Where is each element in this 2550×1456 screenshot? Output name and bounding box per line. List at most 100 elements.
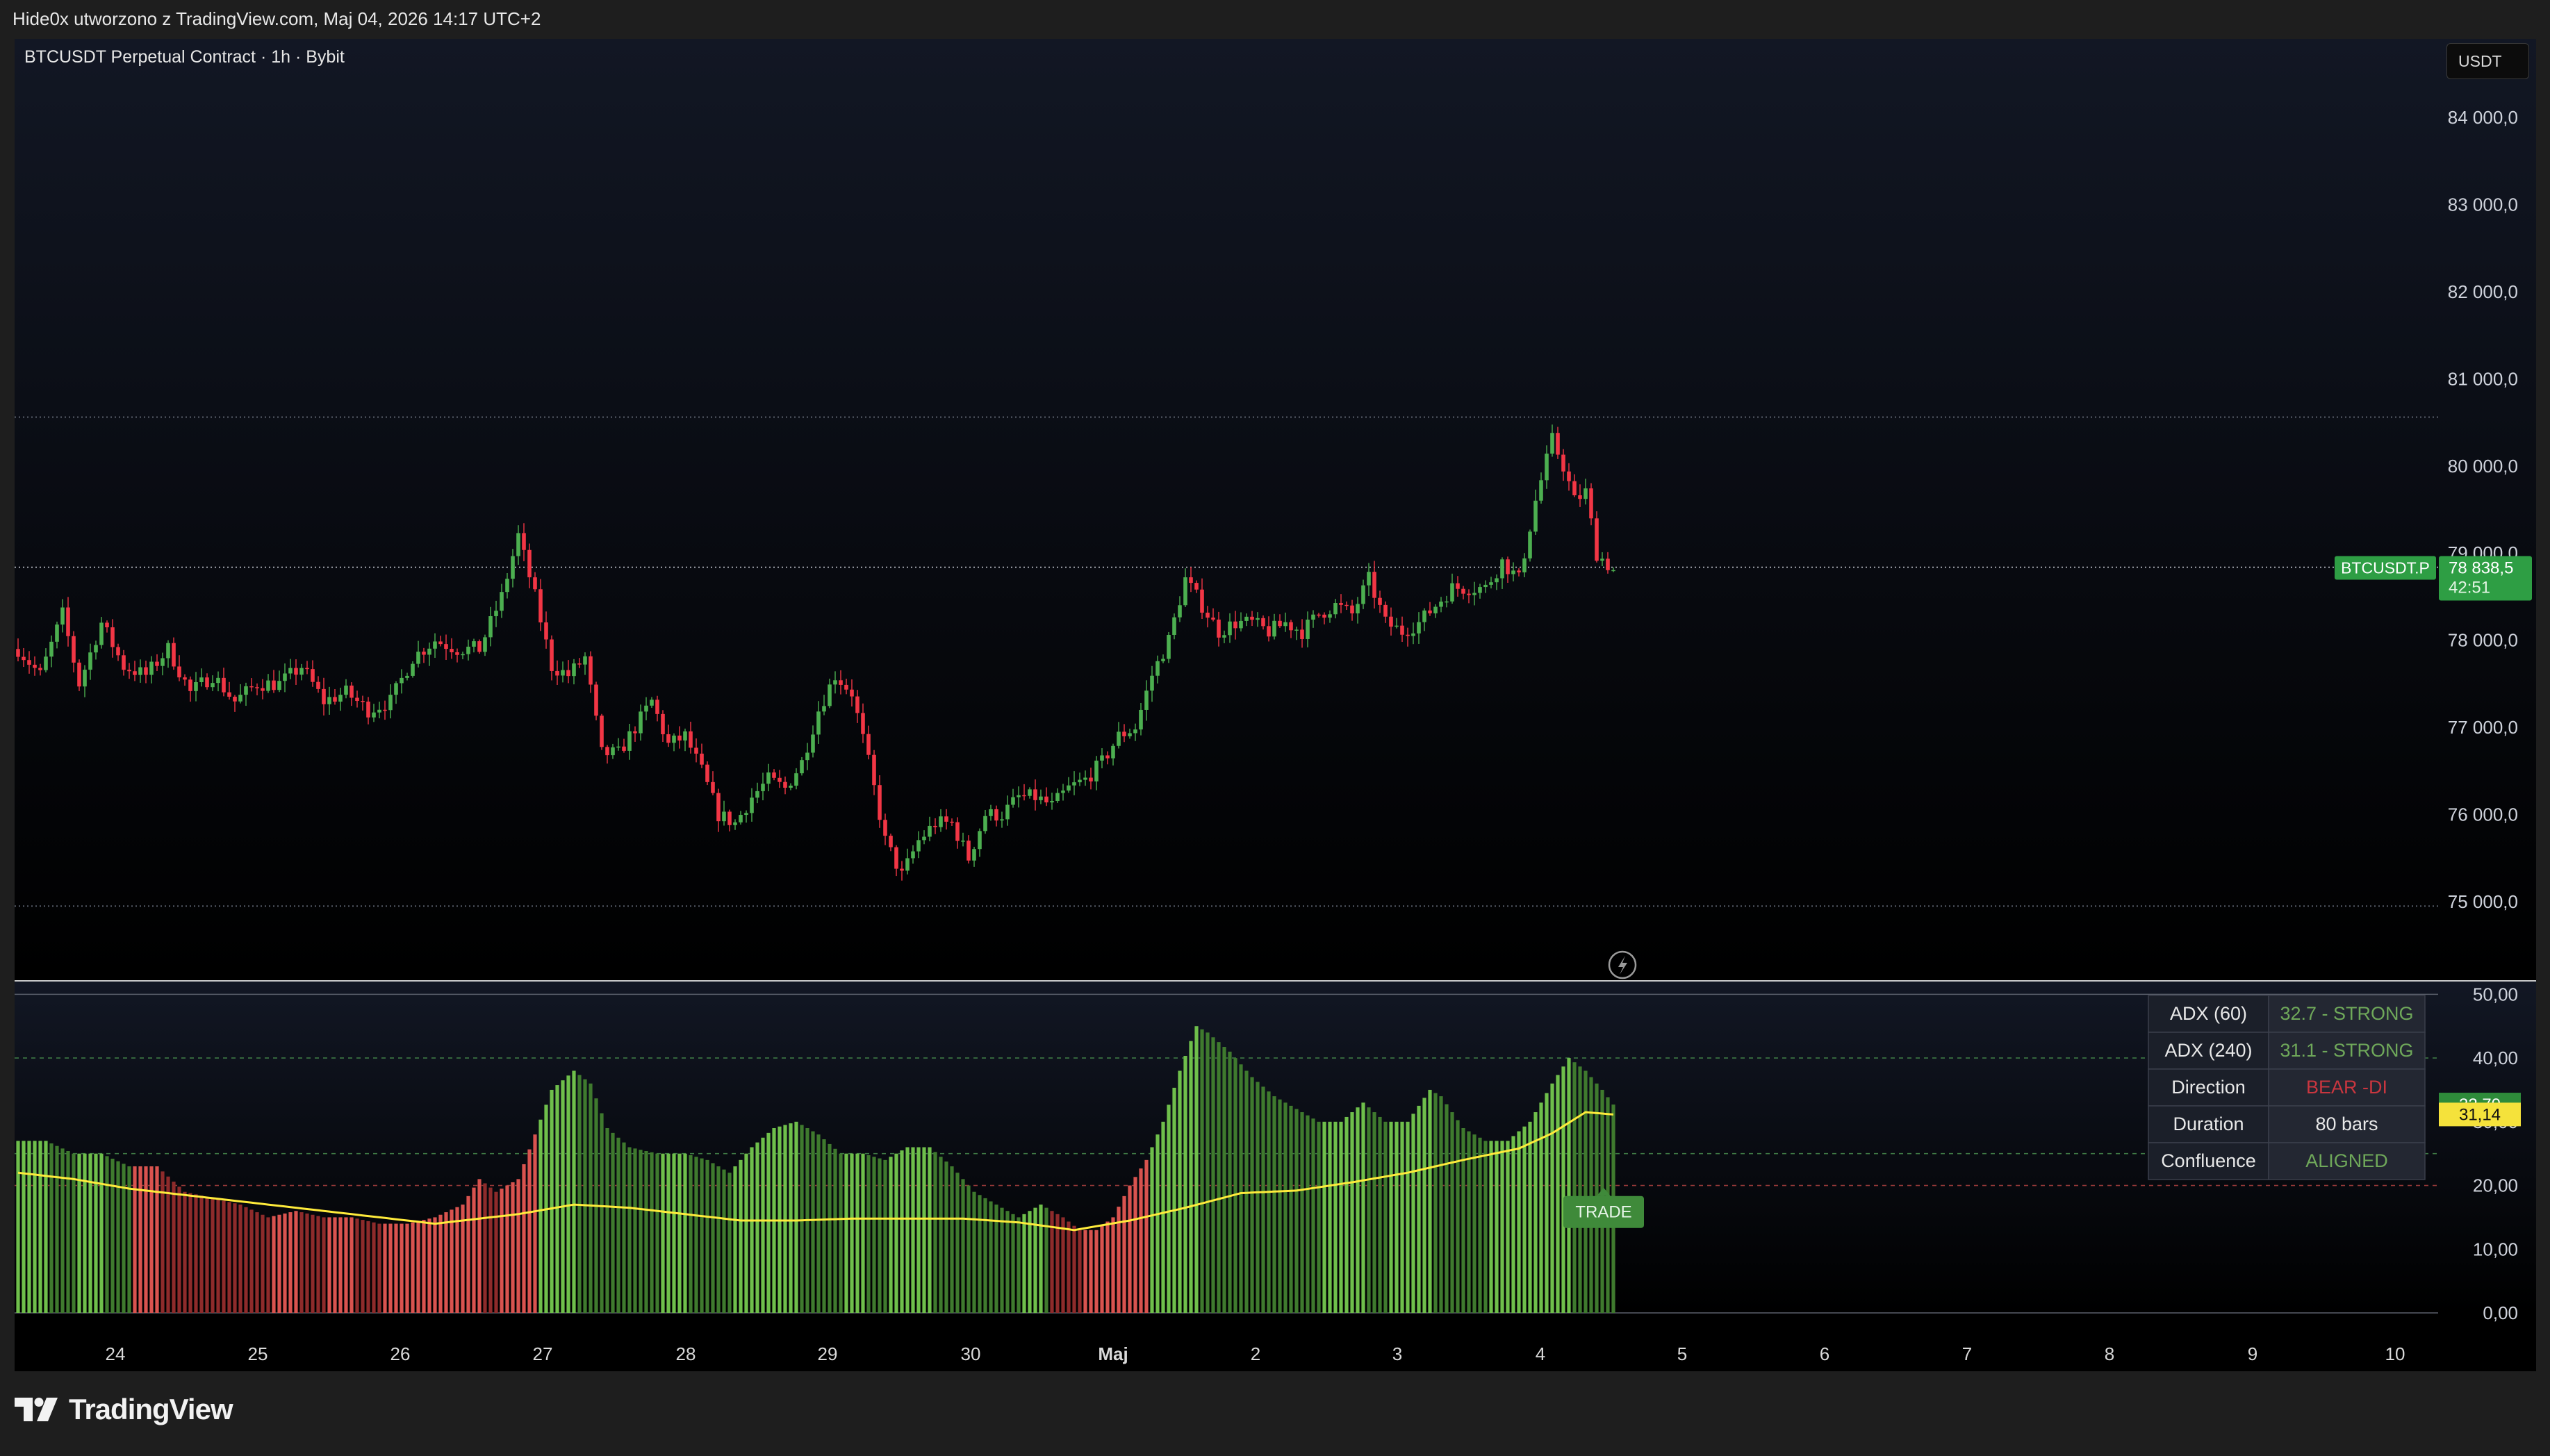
candle[interactable] [533, 572, 537, 592]
candle[interactable] [194, 672, 198, 702]
candle[interactable] [589, 651, 593, 693]
candle[interactable] [1545, 445, 1549, 489]
candle[interactable] [60, 599, 65, 633]
candle[interactable] [511, 549, 515, 588]
candle[interactable] [833, 671, 837, 694]
candle[interactable] [488, 606, 493, 647]
candle[interactable] [1289, 620, 1293, 638]
candle[interactable] [1267, 616, 1271, 642]
candle[interactable] [666, 725, 671, 747]
candle[interactable] [1572, 474, 1577, 497]
candle[interactable] [16, 638, 20, 662]
candle[interactable] [572, 659, 576, 685]
candle[interactable] [44, 648, 48, 672]
candle[interactable] [427, 642, 431, 666]
candle[interactable] [266, 674, 270, 693]
candle[interactable] [1300, 619, 1304, 648]
candle[interactable] [894, 845, 898, 877]
candle[interactable] [477, 639, 482, 654]
candle[interactable] [327, 686, 331, 715]
candle[interactable] [522, 523, 526, 561]
candle[interactable] [127, 663, 131, 679]
candle[interactable] [694, 738, 698, 763]
candle[interactable] [861, 703, 865, 743]
candle[interactable] [1161, 654, 1165, 663]
candle[interactable] [99, 617, 104, 649]
candle[interactable] [105, 620, 109, 633]
candle[interactable] [1339, 594, 1343, 613]
candle[interactable] [1078, 772, 1082, 786]
candle[interactable] [299, 663, 304, 681]
candle[interactable] [1317, 613, 1321, 618]
candle[interactable] [416, 640, 420, 668]
candle[interactable] [1528, 529, 1532, 562]
candle[interactable] [1383, 601, 1388, 623]
price-badge[interactable] [2439, 556, 2532, 601]
candle[interactable] [505, 572, 509, 599]
candle[interactable] [1372, 561, 1376, 609]
candle[interactable] [928, 816, 932, 842]
candle[interactable] [555, 660, 559, 686]
candle[interactable] [1033, 779, 1037, 811]
candle[interactable] [183, 674, 187, 686]
candle[interactable] [978, 828, 982, 857]
candle[interactable] [455, 648, 459, 663]
candle[interactable] [322, 677, 326, 716]
candle[interactable] [311, 660, 315, 687]
candle[interactable] [627, 723, 632, 760]
candle[interactable] [577, 658, 582, 668]
candle[interactable] [255, 683, 259, 695]
candle[interactable] [1422, 608, 1426, 631]
candle[interactable] [1183, 568, 1187, 607]
candle[interactable] [1567, 463, 1571, 491]
candle[interactable] [616, 738, 620, 751]
candle[interactable] [1556, 427, 1560, 459]
candle[interactable] [1178, 596, 1182, 622]
candle[interactable] [839, 670, 843, 695]
candle[interactable] [950, 818, 954, 826]
candle[interactable] [1311, 610, 1315, 628]
candle[interactable] [438, 636, 443, 647]
candle[interactable] [916, 831, 921, 859]
candle[interactable] [27, 651, 31, 674]
candle[interactable] [238, 684, 242, 704]
candle[interactable] [1411, 622, 1415, 645]
candle[interactable] [811, 725, 815, 758]
chart-canvas[interactable]: 84 000,0 83 000,0 82 000,0 81 000,0 80 000,0… [15, 39, 2536, 1371]
candle[interactable] [1495, 574, 1499, 590]
candle[interactable] [872, 750, 876, 795]
candle[interactable] [1406, 627, 1410, 647]
candle[interactable] [550, 635, 554, 681]
candle[interactable] [333, 688, 337, 705]
chart-frame[interactable]: 84 000,0 83 000,0 82 000,0 81 000,0 80 000,0… [15, 39, 2536, 1371]
candle[interactable] [216, 671, 220, 692]
candle[interactable] [961, 832, 965, 847]
candle[interactable] [344, 679, 348, 699]
candle[interactable] [1005, 795, 1010, 826]
candle[interactable] [1561, 449, 1565, 481]
candle[interactable] [1439, 597, 1443, 613]
candle[interactable] [800, 756, 804, 776]
candle[interactable] [1500, 557, 1504, 589]
candle[interactable] [433, 633, 437, 658]
candle[interactable] [822, 695, 826, 715]
candle[interactable] [639, 704, 643, 741]
candle[interactable] [733, 819, 737, 830]
candle[interactable] [461, 652, 465, 660]
lightning-icon[interactable] [1608, 950, 1637, 979]
candle[interactable] [583, 652, 587, 675]
candle[interactable] [1400, 616, 1404, 642]
candle[interactable] [1228, 613, 1232, 643]
candle[interactable] [561, 661, 565, 683]
candle[interactable] [405, 672, 409, 681]
candle[interactable] [1194, 580, 1199, 593]
candle[interactable] [49, 635, 54, 668]
candle[interactable] [1150, 665, 1154, 702]
candle[interactable] [1450, 573, 1454, 604]
candle[interactable] [444, 634, 448, 661]
candle[interactable] [1105, 751, 1110, 765]
candle[interactable] [727, 809, 732, 832]
candle[interactable] [989, 804, 993, 821]
candle[interactable] [1128, 728, 1132, 739]
candle[interactable] [1445, 595, 1449, 608]
